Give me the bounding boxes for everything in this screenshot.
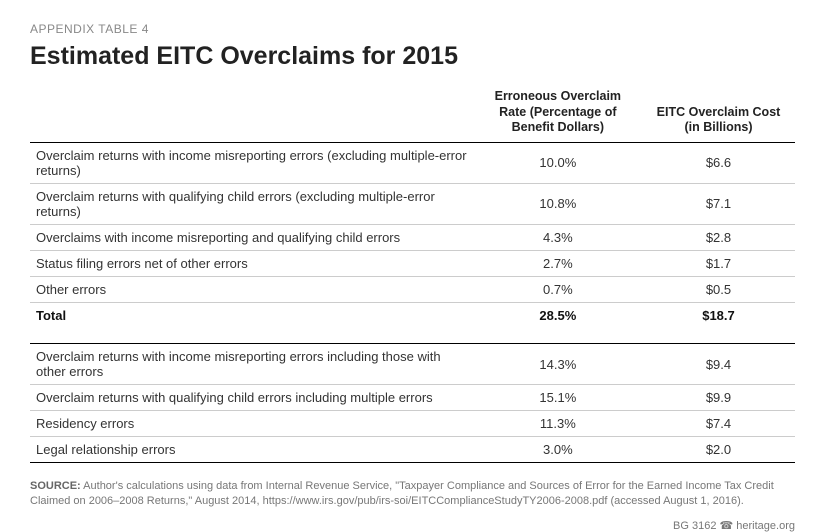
row-rate: 4.3% bbox=[474, 224, 642, 250]
row-desc: Overclaim returns with income misreporti… bbox=[30, 344, 474, 385]
table-header-row: Erroneous Overclaim Rate (Percentage of … bbox=[30, 85, 795, 142]
appendix-pretitle: APPENDIX TABLE 4 bbox=[30, 22, 795, 36]
table-row: Residency errors 11.3% $7.4 bbox=[30, 411, 795, 437]
row-rate: 11.3% bbox=[474, 411, 642, 437]
total-desc: Total bbox=[30, 302, 474, 328]
col-header-desc bbox=[30, 85, 474, 142]
source-text: Author's calculations using data from In… bbox=[30, 480, 774, 507]
row-cost: $2.8 bbox=[642, 224, 795, 250]
row-desc: Overclaims with income misreporting and … bbox=[30, 224, 474, 250]
row-desc: Other errors bbox=[30, 276, 474, 302]
row-desc: Overclaim returns with qualifying child … bbox=[30, 183, 474, 224]
table-row: Overclaim returns with qualifying child … bbox=[30, 183, 795, 224]
row-rate: 10.8% bbox=[474, 183, 642, 224]
table-row: Overclaim returns with income misreporti… bbox=[30, 142, 795, 183]
total-rate: 28.5% bbox=[474, 302, 642, 328]
source-label: SOURCE: bbox=[30, 480, 81, 492]
source-note: SOURCE: Author's calculations using data… bbox=[30, 479, 795, 509]
row-desc: Overclaim returns with qualifying child … bbox=[30, 385, 474, 411]
bell-icon: ☎ bbox=[720, 520, 734, 532]
table-body: Overclaim returns with income misreporti… bbox=[30, 142, 795, 463]
row-rate: 15.1% bbox=[474, 385, 642, 411]
row-desc: Residency errors bbox=[30, 411, 474, 437]
row-desc: Status filing errors net of other errors bbox=[30, 250, 474, 276]
row-rate: 0.7% bbox=[474, 276, 642, 302]
col-header-rate: Erroneous Overclaim Rate (Percentage of … bbox=[474, 85, 642, 142]
row-rate: 10.0% bbox=[474, 142, 642, 183]
row-desc: Legal relationship errors bbox=[30, 437, 474, 463]
table-row: Legal relationship errors 3.0% $2.0 bbox=[30, 437, 795, 463]
row-cost: $6.6 bbox=[642, 142, 795, 183]
row-rate: 14.3% bbox=[474, 344, 642, 385]
row-cost: $9.4 bbox=[642, 344, 795, 385]
row-cost: $7.1 bbox=[642, 183, 795, 224]
footer: BG 3162 ☎ heritage.org bbox=[30, 519, 795, 532]
table-row: Status filing errors net of other errors… bbox=[30, 250, 795, 276]
row-cost: $7.4 bbox=[642, 411, 795, 437]
row-cost: $0.5 bbox=[642, 276, 795, 302]
total-cost: $18.7 bbox=[642, 302, 795, 328]
table-row: Overclaim returns with income misreporti… bbox=[30, 344, 795, 385]
row-rate: 2.7% bbox=[474, 250, 642, 276]
overclaim-table: Erroneous Overclaim Rate (Percentage of … bbox=[30, 85, 795, 463]
row-desc: Overclaim returns with income misreporti… bbox=[30, 142, 474, 183]
table-row: Other errors 0.7% $0.5 bbox=[30, 276, 795, 302]
table-spacer bbox=[30, 328, 795, 344]
table-row: Overclaims with income misreporting and … bbox=[30, 224, 795, 250]
page-title: Estimated EITC Overclaims for 2015 bbox=[30, 42, 795, 71]
row-cost: $9.9 bbox=[642, 385, 795, 411]
col-header-cost: EITC Overclaim Cost (in Billions) bbox=[642, 85, 795, 142]
footer-org: heritage.org bbox=[736, 520, 795, 532]
row-cost: $2.0 bbox=[642, 437, 795, 463]
row-rate: 3.0% bbox=[474, 437, 642, 463]
footer-id: BG 3162 bbox=[673, 520, 716, 532]
table-row: Overclaim returns with qualifying child … bbox=[30, 385, 795, 411]
table-total-row: Total 28.5% $18.7 bbox=[30, 302, 795, 328]
row-cost: $1.7 bbox=[642, 250, 795, 276]
